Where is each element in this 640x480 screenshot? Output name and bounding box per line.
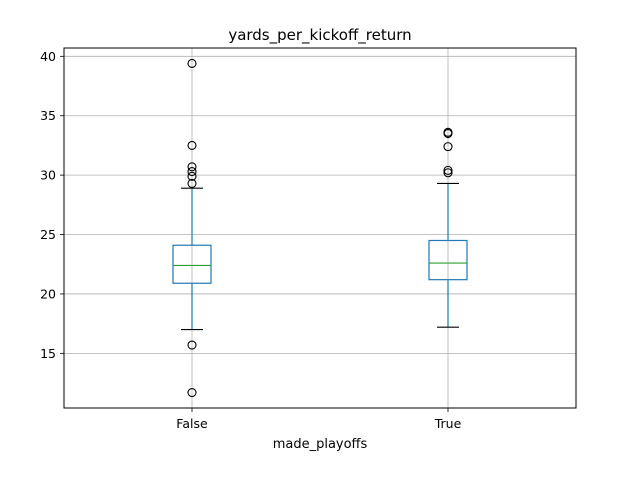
outlier-point <box>187 140 197 150</box>
outlier-point <box>187 178 197 188</box>
box-layer <box>172 58 468 398</box>
tick-layer: 15 20 25 30 35 40 False True <box>40 49 461 431</box>
y-tick-label: 30 <box>40 168 56 183</box>
y-tick-label: 25 <box>40 227 56 242</box>
x-axis-label: made_playoffs <box>273 437 368 452</box>
outlier-point <box>187 167 197 177</box>
outlier-point <box>187 58 197 68</box>
outlier-point <box>443 168 453 178</box>
chart-title: yards_per_kickoff_return <box>228 26 411 45</box>
iqr-box <box>428 239 468 281</box>
x-tick-label: True <box>434 416 462 431</box>
outlier-point <box>443 142 453 152</box>
outlier-point <box>443 128 453 139</box>
outlier-point <box>443 165 453 175</box>
outlier-point <box>187 388 197 398</box>
x-tick-label: False <box>176 416 208 431</box>
plot-frame <box>63 47 577 409</box>
y-tick-label: 20 <box>40 286 56 301</box>
outlier-point <box>187 162 197 172</box>
y-tick-label: 15 <box>40 346 56 361</box>
outlier-point <box>187 340 197 350</box>
grid-layer <box>64 48 576 408</box>
outlier-point <box>187 171 197 181</box>
y-tick-label: 35 <box>40 108 56 123</box>
y-tick-label: 40 <box>40 49 56 64</box>
iqr-box <box>172 244 212 284</box>
